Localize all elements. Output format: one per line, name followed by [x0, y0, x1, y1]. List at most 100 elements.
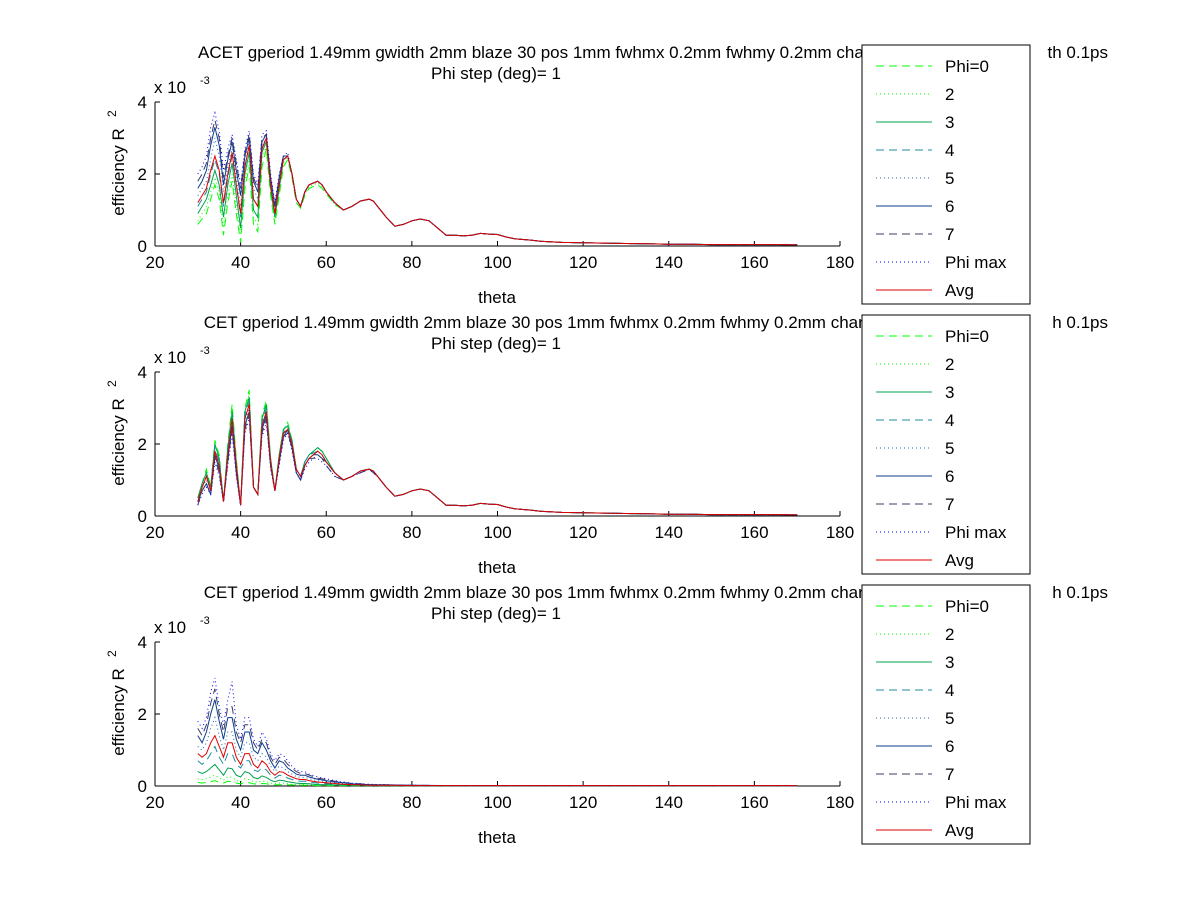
x-tick-label: 140 — [655, 793, 683, 812]
y-multiplier: x 10 — [154, 618, 186, 637]
legend-label: Phi max — [945, 253, 1007, 272]
y-multiplier-exponent: -3 — [200, 75, 210, 87]
x-tick-label: 40 — [231, 793, 250, 812]
x-tick-label: 140 — [655, 253, 683, 272]
x-axis-label: theta — [478, 558, 516, 577]
legend-label: Phi max — [945, 793, 1007, 812]
y-tick-label: 4 — [138, 633, 147, 652]
x-tick-label: 80 — [402, 253, 421, 272]
plot-subtitle: Phi step (deg)= 1 — [431, 604, 561, 623]
series-line-4 — [197, 715, 798, 787]
x-tick-label: 100 — [483, 523, 511, 542]
plot-subtitle: Phi step (deg)= 1 — [431, 334, 561, 353]
legend-label: 2 — [945, 85, 954, 104]
legend-label: Avg — [945, 551, 974, 570]
x-tick-label: 80 — [402, 793, 421, 812]
x-tick-label: 60 — [317, 793, 336, 812]
legend-label: 4 — [945, 141, 954, 160]
x-tick-label: 100 — [483, 253, 511, 272]
x-tick-label: 100 — [483, 793, 511, 812]
y-multiplier-exponent: -3 — [200, 615, 210, 627]
series-line-8 — [197, 734, 798, 787]
legend-label: 5 — [945, 709, 954, 728]
plot-title: ACET gperiod 1.49mm gwidth 2mm blaze 30 … — [198, 43, 912, 62]
legend-label: 7 — [945, 495, 954, 514]
plot-subtitle: Phi step (deg)= 1 — [431, 64, 561, 83]
x-tick-label: 20 — [146, 523, 165, 542]
y-axis-label-superscript: 2 — [105, 650, 119, 657]
y-axis-label: efficiency R — [109, 668, 128, 756]
legend-box — [861, 584, 1031, 845]
y-tick-label: 4 — [138, 363, 147, 382]
y-axis-label-group: efficiency R 2 — [105, 110, 128, 216]
legend-label: Phi max — [945, 523, 1007, 542]
plot-area — [155, 642, 840, 786]
x-tick-label: 40 — [231, 253, 250, 272]
legend: Phi=0 2 3 4 5 6 7 Phi max Avg — [861, 44, 1031, 305]
plot-title: CET gperiod 1.49mm gwidth 2mm blaze 30 p… — [204, 583, 907, 602]
legend-label: 3 — [945, 113, 954, 132]
x-tick-label: 140 — [655, 523, 683, 542]
legend-label: Avg — [945, 821, 974, 840]
y-tick-label: 2 — [138, 165, 147, 184]
y-tick-label: 2 — [138, 705, 147, 724]
x-tick-label: 160 — [740, 523, 768, 542]
legend-label: 4 — [945, 681, 954, 700]
legend-box — [861, 314, 1031, 575]
legend-label: 3 — [945, 383, 954, 402]
legend-label: 6 — [945, 467, 954, 486]
x-tick-label: 60 — [317, 523, 336, 542]
subplot-3: CET gperiod 1.49mm gwidth 2mm blaze 30 p… — [105, 583, 1108, 847]
legend-box — [861, 44, 1031, 305]
plot-title-tail: th 0.1ps — [1048, 43, 1109, 62]
legend-label: 5 — [945, 439, 954, 458]
y-axis-label: efficiency R — [109, 128, 128, 216]
y-axis-label-group: efficiency R 2 — [105, 650, 128, 756]
subplot-2: CET gperiod 1.49mm gwidth 2mm blaze 30 p… — [105, 313, 1108, 577]
x-tick-label: 160 — [740, 793, 768, 812]
x-tick-label: 160 — [740, 253, 768, 272]
x-tick-label: 180 — [826, 253, 854, 272]
legend-label: 2 — [945, 625, 954, 644]
legend-label: Phi=0 — [945, 57, 989, 76]
plot-title-tail: h 0.1ps — [1052, 313, 1108, 332]
y-axis-label-superscript: 2 — [105, 110, 119, 117]
y-multiplier: x 10 — [154, 348, 186, 367]
legend: Phi=0 2 3 4 5 6 7 Phi max Avg — [861, 584, 1031, 845]
x-tick-label: 180 — [826, 523, 854, 542]
x-tick-label: 20 — [146, 253, 165, 272]
x-axis-label: theta — [478, 828, 516, 847]
legend: Phi=0 2 3 4 5 6 7 Phi max Avg — [861, 314, 1031, 575]
legend-label: 4 — [945, 411, 954, 430]
legend-label: Phi=0 — [945, 597, 989, 616]
y-multiplier-exponent: -3 — [200, 345, 210, 357]
legend-label: 5 — [945, 169, 954, 188]
x-tick-label: 60 — [317, 253, 336, 272]
y-tick-label: 2 — [138, 435, 147, 454]
plot-title: CET gperiod 1.49mm gwidth 2mm blaze 30 p… — [204, 313, 907, 332]
y-axis-label-superscript: 2 — [105, 380, 119, 387]
series-line-7 — [197, 418, 798, 516]
y-tick-label: 4 — [138, 93, 147, 112]
x-tick-label: 40 — [231, 523, 250, 542]
y-tick-label: 0 — [138, 777, 147, 796]
plot-title-main: CET gperiod 1.49mm gwidth 2mm blaze 30 p… — [204, 583, 907, 602]
legend-label: Avg — [945, 281, 974, 300]
x-axis-label: theta — [478, 288, 516, 307]
plot-title-main: ACET gperiod 1.49mm gwidth 2mm blaze 30 … — [198, 43, 912, 62]
y-tick-label: 0 — [138, 507, 147, 526]
x-tick-label: 120 — [569, 253, 597, 272]
series-line-8 — [197, 137, 798, 246]
y-multiplier: x 10 — [154, 78, 186, 97]
subplot-1: ACET gperiod 1.49mm gwidth 2mm blaze 30 … — [105, 43, 1108, 307]
x-tick-label: 180 — [826, 793, 854, 812]
legend-label: 7 — [945, 225, 954, 244]
series-line-8 — [197, 404, 798, 516]
legend-label: 7 — [945, 765, 954, 784]
legend-label: 6 — [945, 197, 954, 216]
y-axis-label-group: efficiency R 2 — [105, 380, 128, 486]
legend-label: 6 — [945, 737, 954, 756]
legend-label: Phi=0 — [945, 327, 989, 346]
x-tick-label: 120 — [569, 793, 597, 812]
